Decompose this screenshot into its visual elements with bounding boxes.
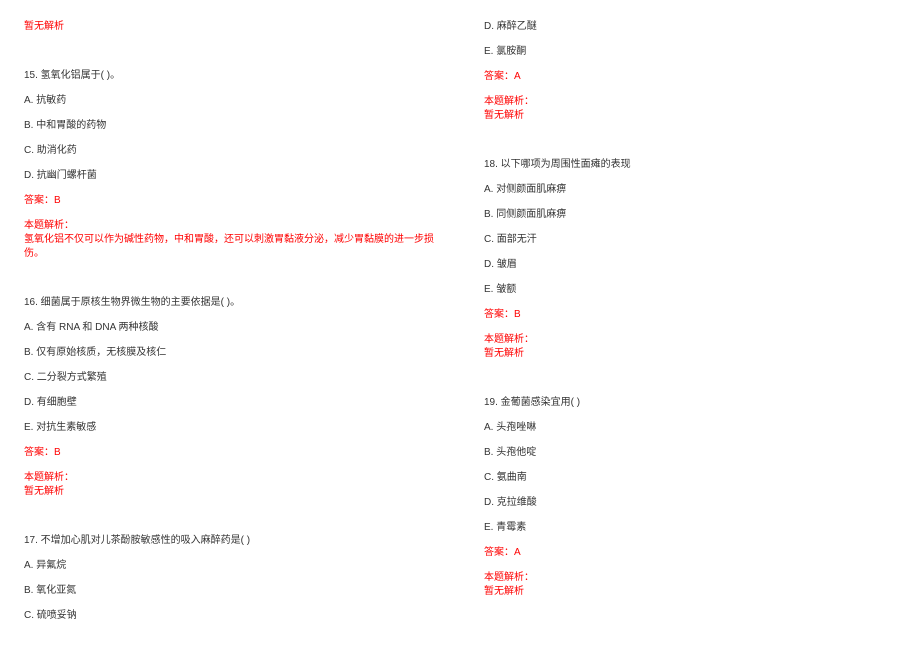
left-column: 暂无解析 15. 氢氧化铝属于( )。 A. 抗敏药 B. 中和胃酸的药物 C.… xyxy=(0,0,460,651)
q15-stem: 15. 氢氧化铝属于( )。 xyxy=(24,69,436,83)
q16-opt-c: C. 二分裂方式繁殖 xyxy=(24,371,436,385)
q17-stem: 17. 不增加心肌对儿茶酚胺敏感性的吸入麻醉药是( ) xyxy=(24,534,436,548)
q17-opt-d: D. 麻醉乙醚 xyxy=(484,20,896,34)
q16-opt-b: B. 仅有原始核质，无核膜及核仁 xyxy=(24,346,436,360)
q17-opt-b: B. 氧化亚氮 xyxy=(24,584,436,598)
q19-opt-d: D. 克拉维酸 xyxy=(484,496,896,510)
q18-opt-b: B. 同侧颜面肌麻痹 xyxy=(484,208,896,222)
q15-analysis-label: 本题解析： xyxy=(24,219,436,233)
no-analysis-text: 暂无解析 xyxy=(24,20,436,34)
q19-analysis-text: 暂无解析 xyxy=(484,585,896,599)
q19-opt-e: E. 青霉素 xyxy=(484,521,896,535)
q17-opt-c: C. 硫喷妥钠 xyxy=(24,609,436,623)
q19-stem: 19. 金葡菌感染宜用( ) xyxy=(484,396,896,410)
q18-analysis-text: 暂无解析 xyxy=(484,347,896,361)
q16-opt-a: A. 含有 RNA 和 DNA 两种核酸 xyxy=(24,321,436,335)
q15-analysis-text: 氢氧化铝不仅可以作为碱性药物，中和胃酸，还可以刺激胃黏液分泌，减少胃黏膜的进一步… xyxy=(24,233,436,261)
q18-opt-e: E. 皱额 xyxy=(484,283,896,297)
q15-opt-b: B. 中和胃酸的药物 xyxy=(24,119,436,133)
q17-answer: 答案：A xyxy=(484,70,896,84)
q17-analysis-text: 暂无解析 xyxy=(484,109,896,123)
q19-opt-b: B. 头孢他啶 xyxy=(484,446,896,460)
q18-answer: 答案：B xyxy=(484,308,896,322)
q19-answer: 答案：A xyxy=(484,546,896,560)
q19-analysis-label: 本题解析： xyxy=(484,571,896,585)
q16-opt-d: D. 有细胞壁 xyxy=(24,396,436,410)
q16-analysis-label: 本题解析： xyxy=(24,471,436,485)
q15-opt-c: C. 助消化药 xyxy=(24,144,436,158)
q17-opt-e: E. 氯胺酮 xyxy=(484,45,896,59)
exam-page: 暂无解析 15. 氢氧化铝属于( )。 A. 抗敏药 B. 中和胃酸的药物 C.… xyxy=(0,0,920,651)
q17-opt-a: A. 异氟烷 xyxy=(24,559,436,573)
q18-opt-d: D. 皱眉 xyxy=(484,258,896,272)
right-column: D. 麻醉乙醚 E. 氯胺酮 答案：A 本题解析： 暂无解析 18. 以下哪项为… xyxy=(460,0,920,651)
q18-opt-a: A. 对侧颜面肌麻痹 xyxy=(484,183,896,197)
q15-opt-a: A. 抗敏药 xyxy=(24,94,436,108)
q15-answer: 答案：B xyxy=(24,194,436,208)
q19-opt-c: C. 氨曲南 xyxy=(484,471,896,485)
q15-opt-d: D. 抗幽门螺杆菌 xyxy=(24,169,436,183)
q16-answer: 答案：B xyxy=(24,446,436,460)
q18-analysis-label: 本题解析： xyxy=(484,333,896,347)
q17-analysis-label: 本题解析： xyxy=(484,95,896,109)
q16-analysis-text: 暂无解析 xyxy=(24,485,436,499)
q16-stem: 16. 细菌属于原核生物界微生物的主要依据是( )。 xyxy=(24,296,436,310)
q19-opt-a: A. 头孢唑啉 xyxy=(484,421,896,435)
q16-opt-e: E. 对抗生素敏感 xyxy=(24,421,436,435)
q18-opt-c: C. 面部无汗 xyxy=(484,233,896,247)
q18-stem: 18. 以下哪项为周围性面瘫的表现 xyxy=(484,158,896,172)
